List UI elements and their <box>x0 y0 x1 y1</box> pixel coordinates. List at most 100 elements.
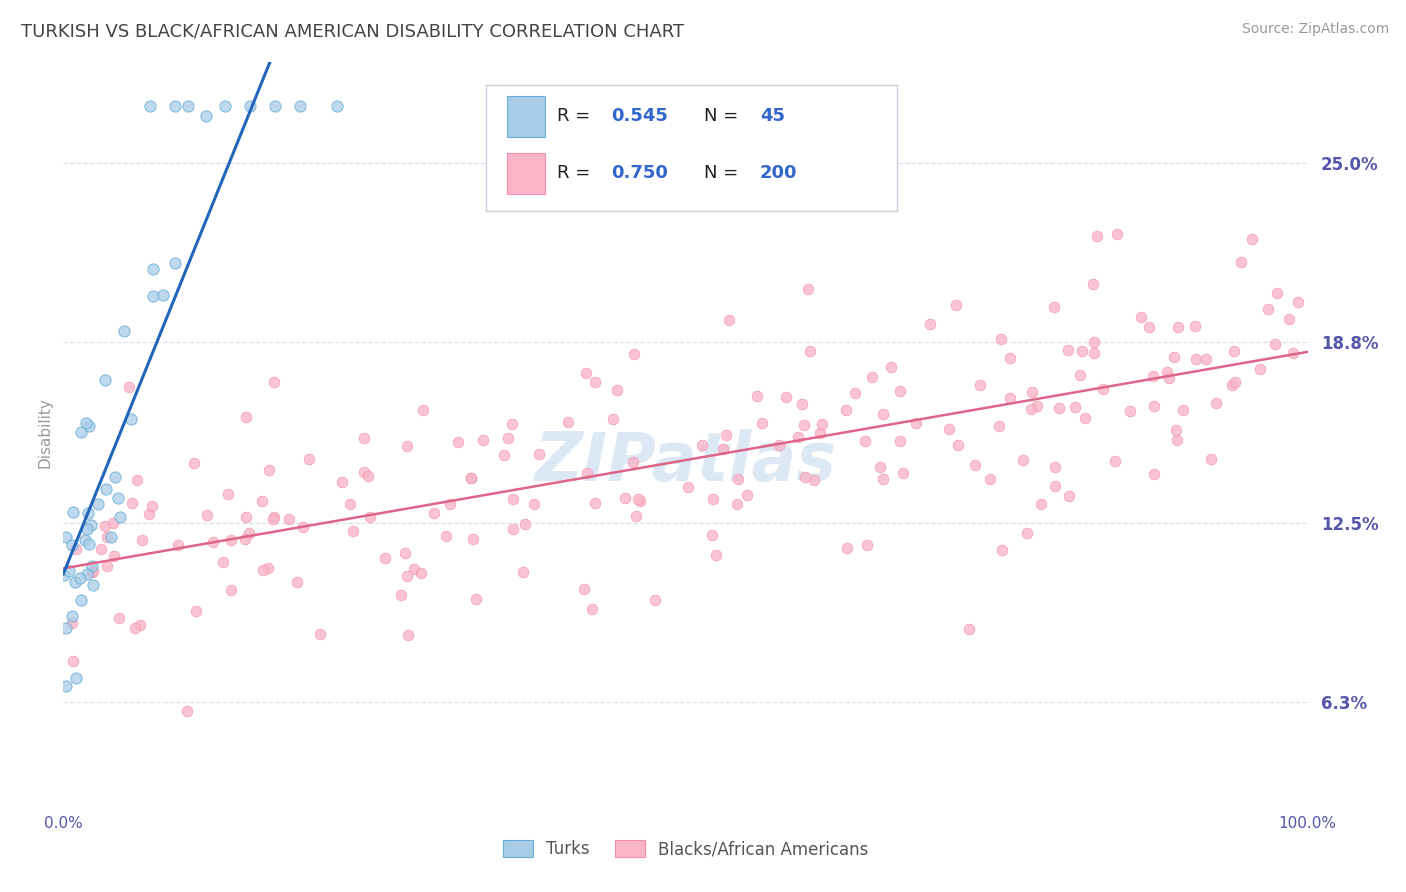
Point <box>60 615 83 630</box>
Point <box>585 496 607 510</box>
Point <box>575 366 598 380</box>
Point <box>94 518 117 533</box>
Point <box>129 618 152 632</box>
Point <box>796 281 818 295</box>
Point <box>202 535 225 549</box>
Point <box>790 397 813 411</box>
Point <box>602 411 624 425</box>
Point <box>73 533 96 547</box>
Text: N =: N = <box>704 164 738 183</box>
Point <box>70 425 93 440</box>
Point <box>1166 433 1188 447</box>
Point <box>396 628 419 642</box>
Point <box>278 512 301 526</box>
Point <box>461 533 484 547</box>
FancyBboxPatch shape <box>486 85 897 211</box>
Point <box>1118 404 1140 418</box>
Point <box>86 497 108 511</box>
Point <box>494 449 516 463</box>
Point <box>1143 467 1166 481</box>
Point <box>1043 300 1066 314</box>
Point <box>1184 319 1206 334</box>
Point <box>263 98 285 112</box>
Point <box>127 473 149 487</box>
Point <box>808 426 831 441</box>
Text: 0.545: 0.545 <box>610 108 668 126</box>
Point <box>1163 350 1185 364</box>
Point <box>1159 371 1181 385</box>
Point <box>120 412 142 426</box>
Point <box>1205 396 1227 410</box>
Point <box>194 109 217 123</box>
Point <box>963 458 986 473</box>
Point <box>998 351 1021 366</box>
Point <box>1137 320 1160 334</box>
Point <box>239 98 262 112</box>
Point <box>1257 302 1279 317</box>
Point <box>177 98 200 112</box>
Point <box>714 427 737 442</box>
Point <box>257 463 280 477</box>
Point <box>1043 460 1066 475</box>
Point <box>434 529 457 543</box>
Point <box>131 533 153 547</box>
Point <box>1220 378 1243 392</box>
Point <box>621 455 644 469</box>
Point <box>794 469 817 483</box>
Point <box>889 434 911 449</box>
Point <box>869 460 891 475</box>
Point <box>576 466 599 480</box>
Point <box>460 470 482 484</box>
Point <box>627 491 650 506</box>
Point <box>262 512 284 526</box>
Point <box>53 567 76 582</box>
Point <box>793 417 815 432</box>
Point <box>1081 277 1104 291</box>
Point <box>389 588 412 602</box>
Point <box>471 433 494 447</box>
Point <box>938 422 960 436</box>
Point <box>69 593 91 607</box>
Point <box>1225 376 1247 390</box>
Point <box>165 98 187 112</box>
Point <box>357 469 380 483</box>
Y-axis label: Disability: Disability <box>37 397 52 468</box>
Point <box>219 582 242 597</box>
Point <box>1282 346 1305 360</box>
Point <box>112 324 135 338</box>
Point <box>1025 399 1047 413</box>
Point <box>879 359 901 374</box>
Point <box>309 627 332 641</box>
Point <box>138 507 160 521</box>
Point <box>402 562 425 576</box>
Point <box>60 538 83 552</box>
Point <box>1085 228 1108 243</box>
Point <box>186 604 208 618</box>
Point <box>291 520 314 534</box>
Point <box>58 564 80 578</box>
Point <box>235 509 257 524</box>
Point <box>183 457 205 471</box>
Point <box>626 509 648 524</box>
Point <box>1021 384 1043 399</box>
Point <box>628 493 651 508</box>
Point <box>1071 344 1094 359</box>
Point <box>55 679 77 693</box>
Point <box>195 508 218 523</box>
Point <box>142 261 165 276</box>
Point <box>799 343 821 358</box>
Point <box>412 402 434 417</box>
Point <box>96 559 118 574</box>
Point <box>252 493 274 508</box>
Point <box>502 522 524 536</box>
Point <box>891 466 914 480</box>
Point <box>288 98 311 112</box>
Legend: Turks, Blacks/African Americans: Turks, Blacks/African Americans <box>496 833 875 865</box>
Point <box>606 384 628 398</box>
Point <box>285 575 308 590</box>
Point <box>1222 343 1244 358</box>
Point <box>298 452 321 467</box>
Point <box>1164 423 1187 437</box>
Text: Source: ZipAtlas.com: Source: ZipAtlas.com <box>1241 22 1389 37</box>
Point <box>904 417 927 431</box>
